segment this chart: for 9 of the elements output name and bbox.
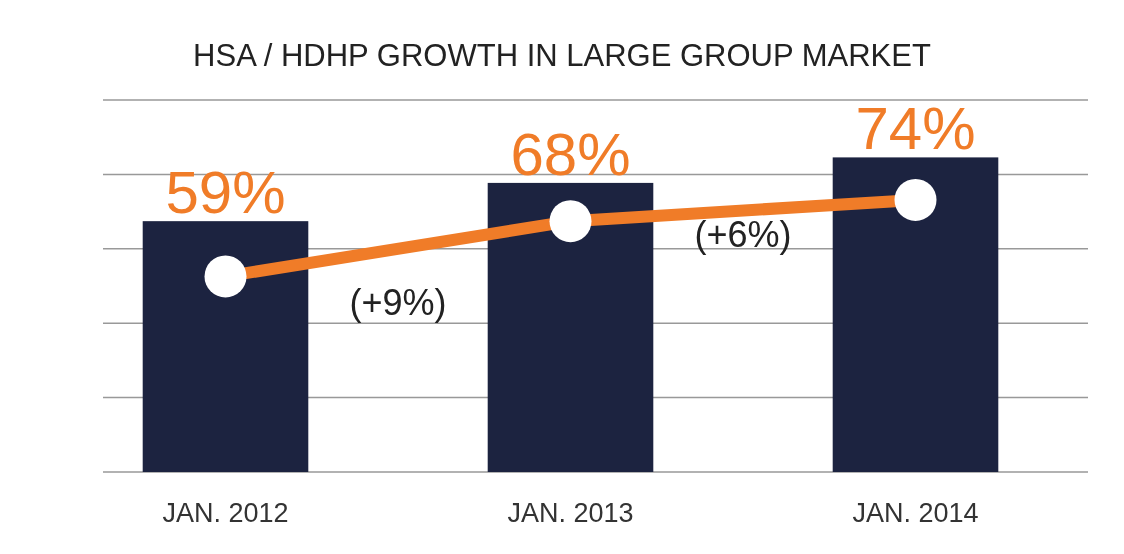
x-tick-label: JAN. 2014 bbox=[852, 498, 979, 528]
annotation: (+6%) bbox=[694, 213, 792, 255]
x-tick-label: JAN. 2012 bbox=[162, 498, 289, 528]
data-label: 59% bbox=[165, 159, 286, 227]
data-label: 68% bbox=[510, 120, 631, 188]
annotation: (+9%) bbox=[349, 281, 447, 323]
x-tick-label: JAN. 2013 bbox=[507, 498, 634, 528]
data-label: 74% bbox=[855, 95, 976, 163]
chart-title: HSA / HDHP GROWTH IN LARGE GROUP MARKET bbox=[193, 38, 931, 73]
